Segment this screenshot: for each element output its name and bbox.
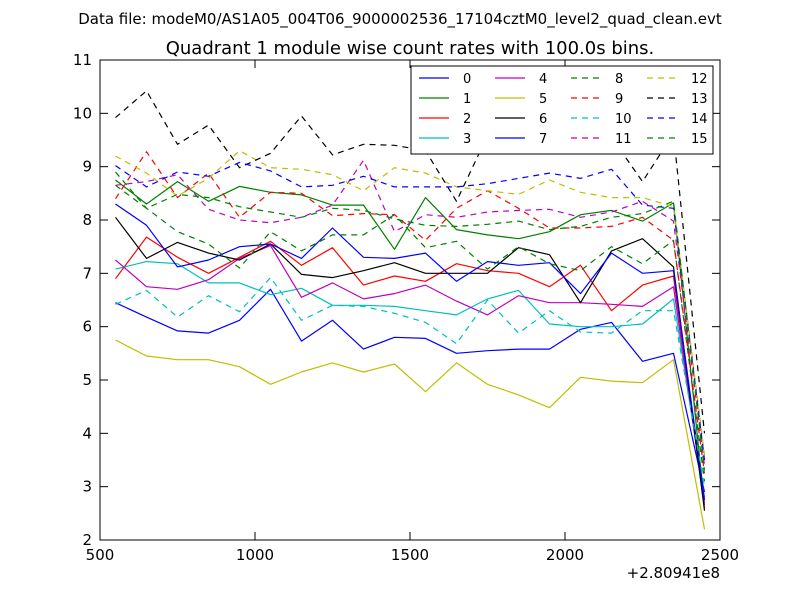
legend-label-1: 1 bbox=[463, 92, 471, 107]
y-tick-label: 7 bbox=[82, 264, 92, 282]
series-line-7 bbox=[115, 203, 706, 501]
legend-label-15: 15 bbox=[691, 132, 708, 147]
legend-label-13: 13 bbox=[691, 92, 708, 107]
legend-label-9: 9 bbox=[615, 92, 623, 107]
figure-suptitle: Data file: modeM0/AS1A05_004T06_90000025… bbox=[78, 10, 722, 29]
y-tick-label: 3 bbox=[82, 478, 92, 496]
y-tick-label: 5 bbox=[82, 371, 92, 389]
x-tick-label: 2000 bbox=[546, 546, 584, 564]
series-line-5 bbox=[115, 339, 706, 530]
y-tick-label: 2 bbox=[82, 531, 92, 549]
series-line-12 bbox=[115, 150, 706, 455]
x-tick-label: 2500 bbox=[701, 546, 739, 564]
y-tick-label: 9 bbox=[82, 158, 92, 176]
y-tick-label: 11 bbox=[73, 51, 92, 69]
y-tick-label: 6 bbox=[82, 318, 92, 336]
legend-label-7: 7 bbox=[539, 132, 547, 147]
x-tick-label: 1000 bbox=[236, 546, 274, 564]
x-tick-label: 1500 bbox=[391, 546, 429, 564]
series-line-8 bbox=[115, 171, 706, 482]
legend-label-12: 12 bbox=[691, 72, 708, 87]
legend-label-11: 11 bbox=[615, 132, 632, 147]
x-tick-label: 500 bbox=[86, 546, 115, 564]
y-tick-label: 10 bbox=[73, 104, 92, 122]
legend-label-8: 8 bbox=[615, 72, 623, 87]
series-line-4 bbox=[115, 245, 706, 503]
legend-label-3: 3 bbox=[463, 132, 471, 147]
legend-label-5: 5 bbox=[539, 92, 547, 107]
y-tick-label: 4 bbox=[82, 424, 92, 442]
x-offset-label: +2.80941e8 bbox=[627, 564, 720, 582]
legend-label-10: 10 bbox=[615, 112, 632, 127]
series-line-15 bbox=[115, 184, 706, 471]
legend-label-6: 6 bbox=[539, 112, 547, 127]
series-line-9 bbox=[114, 151, 706, 474]
legend-label-4: 4 bbox=[539, 72, 547, 87]
legend-label-2: 2 bbox=[463, 112, 471, 127]
chart-title: Quadrant 1 module wise count rates with … bbox=[166, 38, 655, 59]
series-line-0 bbox=[115, 288, 706, 493]
series-line-3 bbox=[115, 261, 706, 498]
legend-label-14: 14 bbox=[691, 112, 708, 127]
series-line-11 bbox=[115, 159, 706, 466]
legend-label-0: 0 bbox=[463, 72, 471, 87]
legend-box bbox=[410, 65, 714, 155]
y-tick-label: 8 bbox=[82, 211, 92, 229]
series-line-2 bbox=[115, 236, 706, 509]
